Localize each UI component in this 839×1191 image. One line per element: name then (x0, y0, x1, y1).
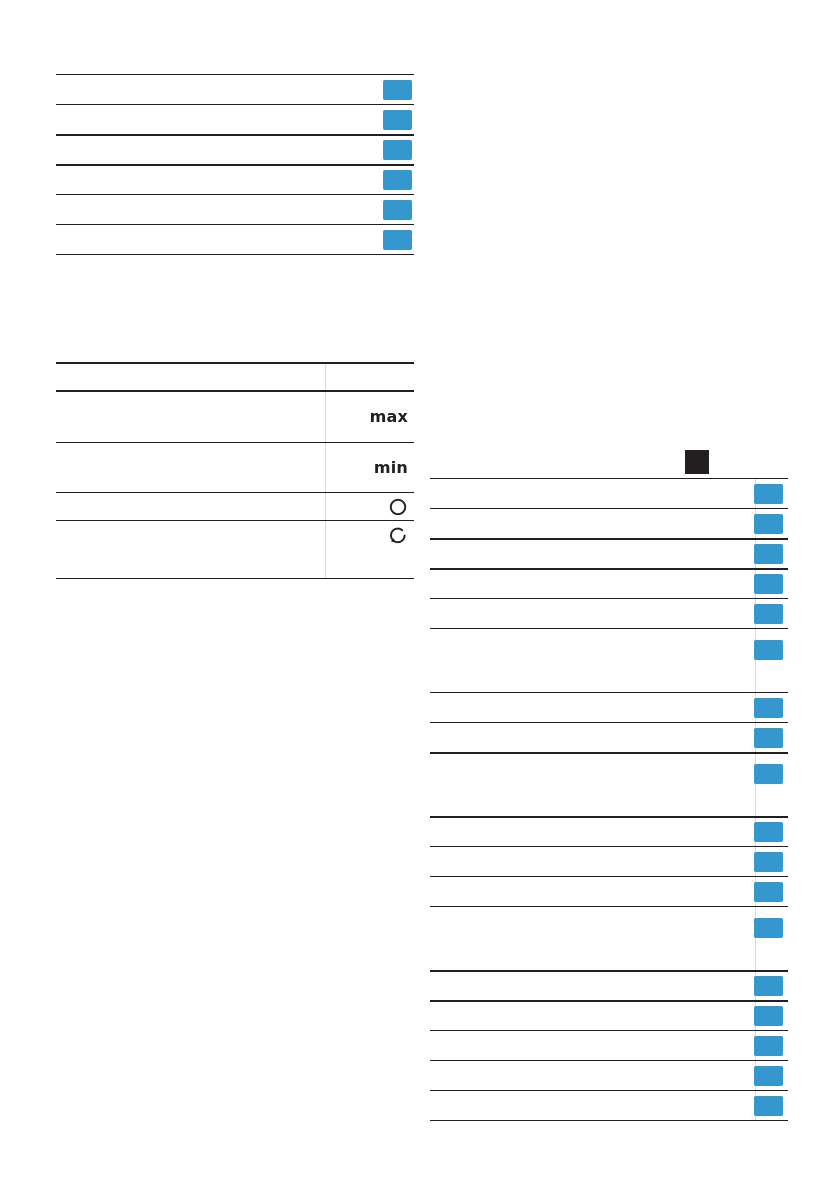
row-value: max (324, 409, 414, 425)
table-row: max (56, 390, 414, 442)
blue-image-placeholder (754, 764, 783, 784)
table-row (430, 846, 788, 876)
middle-left-table: max min (56, 362, 414, 579)
table-row (56, 74, 414, 104)
table-row (430, 722, 788, 752)
table-closing-rule (430, 1120, 788, 1121)
black-square-marker (685, 450, 709, 474)
blue-image-placeholder (383, 140, 412, 160)
table-group (430, 816, 788, 948)
blue-image-placeholder (754, 639, 783, 660)
table-group (430, 970, 788, 1121)
table-row (430, 478, 788, 508)
table-row (56, 164, 414, 194)
blue-image-placeholder (754, 881, 783, 902)
blue-image-placeholder (383, 109, 412, 130)
table-row (430, 1060, 788, 1090)
blue-image-placeholder (754, 917, 783, 938)
table-row (430, 906, 788, 948)
blue-image-placeholder (754, 822, 783, 842)
power-circle-icon (388, 497, 408, 517)
table-row (430, 970, 788, 1000)
row-value (324, 497, 414, 517)
table-row (430, 508, 788, 538)
table-row (430, 568, 788, 598)
column-separator (755, 478, 756, 1121)
table-row (56, 548, 414, 578)
row-value-text: max (369, 407, 408, 426)
blue-image-placeholder (383, 170, 412, 190)
blue-image-placeholder (754, 1095, 783, 1116)
table-row (430, 692, 788, 722)
reset-refresh-icon (388, 525, 408, 545)
table-row (430, 1030, 788, 1060)
column-separator (325, 362, 326, 579)
blue-image-placeholder (754, 851, 783, 872)
blue-image-placeholder (754, 697, 783, 718)
blue-image-placeholder (754, 727, 783, 748)
top-left-table (56, 74, 414, 255)
blue-image-placeholder (754, 976, 783, 996)
group-gap (430, 948, 788, 970)
table-row: min (56, 442, 414, 492)
table-row (56, 134, 414, 164)
table-row (56, 104, 414, 134)
table-row (56, 224, 414, 254)
blue-image-placeholder (383, 79, 412, 100)
blue-image-placeholder (383, 229, 412, 250)
right-column-table (430, 478, 788, 1121)
table-group (430, 478, 788, 670)
table-row (430, 1000, 788, 1030)
table-row (430, 628, 788, 670)
table-row (430, 876, 788, 906)
table-row (430, 816, 788, 846)
row-value: min (324, 457, 414, 477)
table-row (430, 752, 788, 794)
table-closing-rule (56, 578, 414, 579)
table-row (56, 492, 414, 520)
table-closing-rule (56, 254, 414, 255)
table-row (56, 362, 414, 390)
blue-image-placeholder (754, 574, 783, 594)
blue-image-placeholder (754, 1006, 783, 1026)
blue-image-placeholder (754, 544, 783, 564)
row-value-text: min (373, 457, 408, 477)
blue-image-placeholder (383, 199, 412, 220)
group-gap (430, 670, 788, 692)
right-table-header (430, 450, 788, 476)
table-row (430, 538, 788, 568)
row-value (324, 525, 414, 545)
blue-image-placeholder (754, 1065, 783, 1086)
blue-image-placeholder (754, 513, 783, 534)
table-group (430, 692, 788, 794)
table-row (56, 520, 414, 548)
blue-image-placeholder (754, 603, 783, 624)
blue-image-placeholder (754, 483, 783, 504)
blue-image-placeholder (754, 1035, 783, 1056)
table-row (56, 194, 414, 224)
table-row (430, 1090, 788, 1120)
table-row (430, 598, 788, 628)
group-gap (430, 794, 788, 816)
